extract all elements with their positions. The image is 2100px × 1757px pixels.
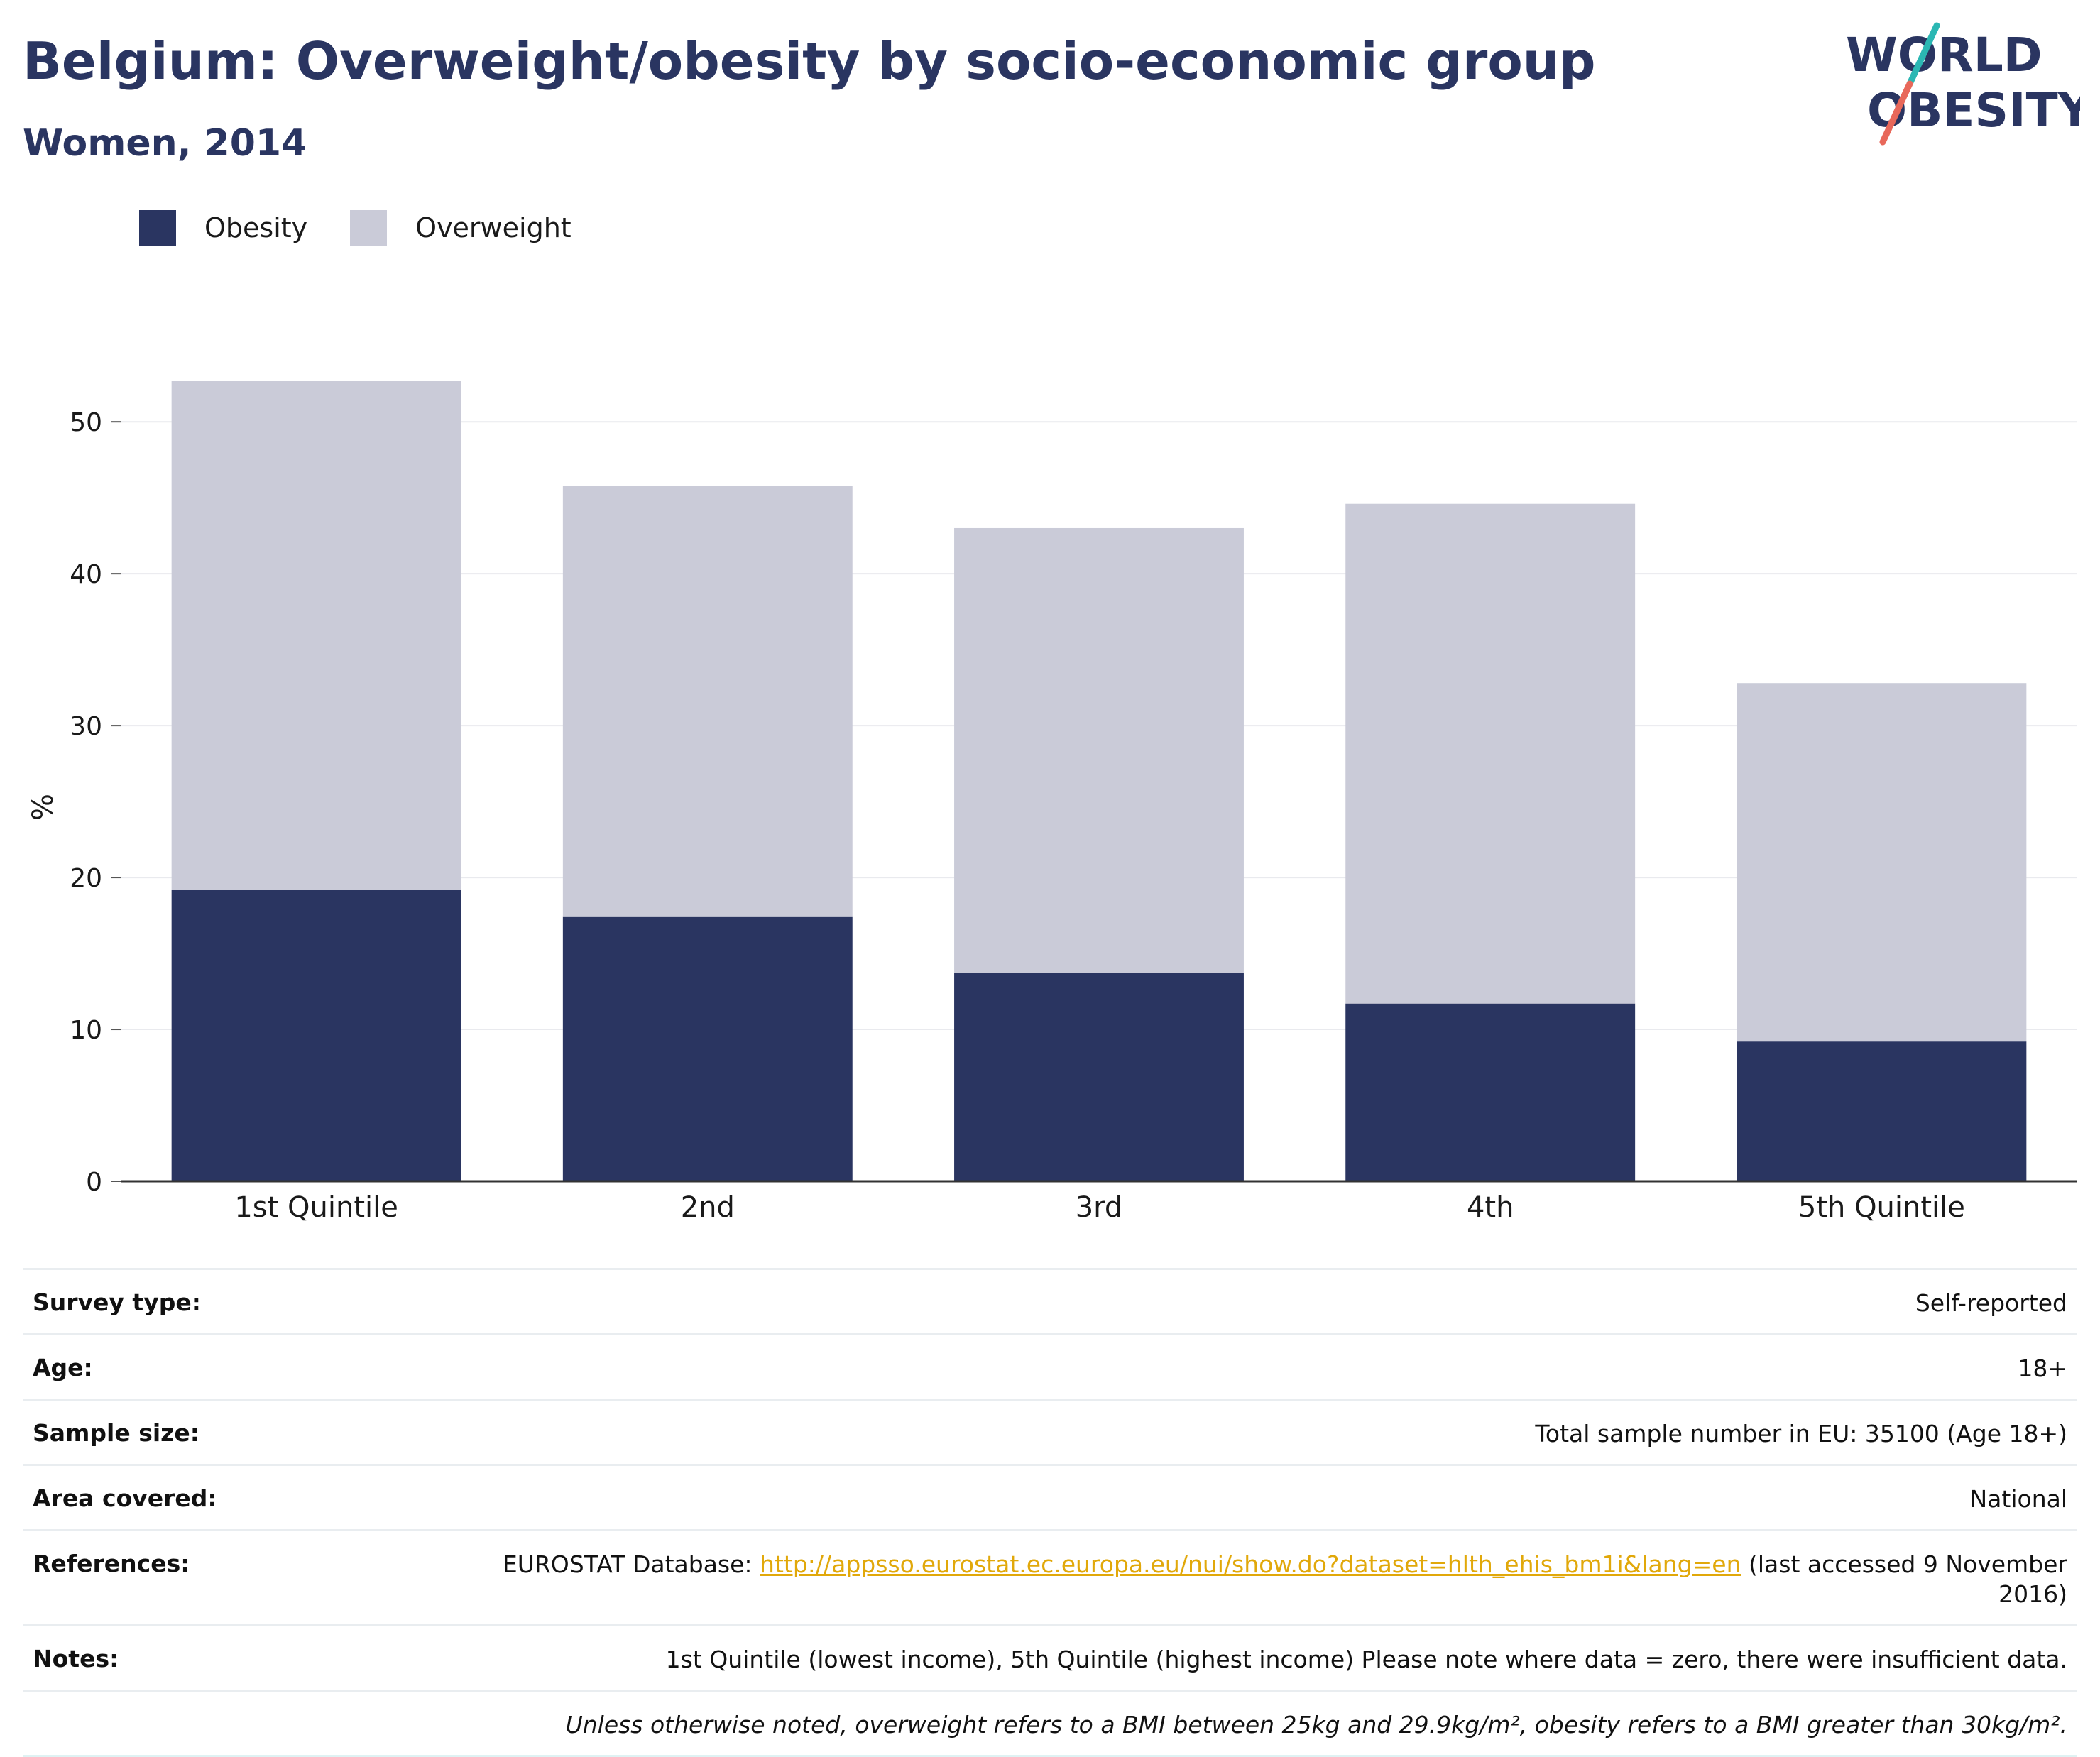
- y-tick-label: 30: [70, 712, 102, 741]
- logo-line1: WORLD: [1846, 28, 2042, 82]
- bar-overweight-3: [954, 527, 1244, 973]
- legend-item-overweight[interactable]: Overweight: [350, 210, 572, 246]
- y-tick-label: 0: [86, 1168, 102, 1197]
- legend-swatch-obesity: [139, 210, 176, 246]
- legend-label-obesity: Obesity: [204, 212, 308, 243]
- bar-obesity-2: [562, 916, 853, 1181]
- logo-slash-bottom: [1879, 80, 1913, 146]
- chart-subtitle: Women, 2014: [23, 122, 307, 165]
- chart-legend: Obesity Overweight: [139, 210, 614, 246]
- legend-swatch-overweight: [350, 210, 388, 246]
- meta-row-notes: Notes: 1st Quintile (lowest income), 5th…: [23, 1624, 2077, 1690]
- meta-value: Self-reported: [1915, 1289, 2067, 1317]
- meta-key: Survey type:: [33, 1288, 201, 1316]
- references-prefix: EUROSTAT Database:: [502, 1550, 760, 1578]
- logo-slash-top: [1906, 22, 1940, 87]
- y-tick-label: 10: [70, 1016, 102, 1045]
- bar-chart: 0 10 20 30 40 50% 1st Quintile 2nd 3rd 4th 5th Qui…: [27, 381, 2077, 1224]
- meta-key: Age:: [33, 1353, 93, 1381]
- y-tick-label: 40: [70, 560, 102, 589]
- references-link[interactable]: http://appsso.eurostat.ec.europa.eu/nui/…: [760, 1550, 1741, 1578]
- y-tick-label: 20: [70, 864, 102, 893]
- x-tick-label: 3rd: [1076, 1191, 1123, 1224]
- world-obesity-logo: WORLD OBESITY: [1846, 22, 2080, 146]
- chart-title: Belgium: Overweight/obesity by socio-eco…: [23, 31, 1596, 91]
- legend-item-obesity[interactable]: Obesity: [139, 210, 307, 246]
- meta-row-references: References: EUROSTAT Database: http://ap…: [23, 1528, 2077, 1625]
- bar-obesity-1: [171, 890, 461, 1181]
- bar-obesity-5: [1737, 1041, 2027, 1181]
- x-tick-label: 5th Quintile: [1798, 1191, 1965, 1224]
- bar-overweight-1: [171, 381, 461, 890]
- meta-row-sample-size: Sample size: Total sample number in EU: …: [23, 1398, 2077, 1464]
- meta-row-area-covered: Area covered: National: [23, 1463, 2077, 1529]
- legend-label-overweight: Overweight: [415, 212, 572, 243]
- meta-row-survey-type: Survey type: Self-reported: [23, 1268, 2077, 1333]
- meta-definition: Unless otherwise noted, overweight refer…: [565, 1711, 2067, 1739]
- meta-row-age: Age: 18+: [23, 1332, 2077, 1399]
- meta-key: Area covered:: [33, 1484, 217, 1512]
- bar-overweight-2: [562, 486, 853, 917]
- y-tick-label: 50: [70, 408, 102, 437]
- meta-value: Total sample number in EU: 35100 (Age 18…: [1535, 1419, 2067, 1447]
- meta-key: References:: [33, 1549, 190, 1577]
- metadata-table: Survey type: Self-reported Age: 18+ Samp…: [23, 1268, 2077, 1757]
- meta-key: Sample size:: [33, 1418, 199, 1447]
- meta-key: Notes:: [33, 1645, 119, 1673]
- meta-value: National: [1969, 1484, 2067, 1513]
- x-tick-label: 4th: [1467, 1191, 1514, 1224]
- meta-value: 18+: [2018, 1354, 2067, 1382]
- references-suffix: (last accessed 9 November 2016): [1741, 1550, 2067, 1609]
- bar-overweight-5: [1737, 683, 2027, 1042]
- x-tick-label: 1st Quintile: [234, 1191, 398, 1224]
- meta-value: 1st Quintile (lowest income), 5th Quinti…: [665, 1646, 2067, 1674]
- bar-obesity-3: [954, 973, 1244, 1181]
- y-axis-label: %: [27, 794, 60, 821]
- meta-value-references: EUROSTAT Database: http://appsso.eurosta…: [434, 1550, 2067, 1611]
- bar-obesity-4: [1345, 1003, 1636, 1181]
- x-tick-label: 2nd: [681, 1191, 735, 1224]
- bar-overweight-4: [1345, 503, 1636, 1004]
